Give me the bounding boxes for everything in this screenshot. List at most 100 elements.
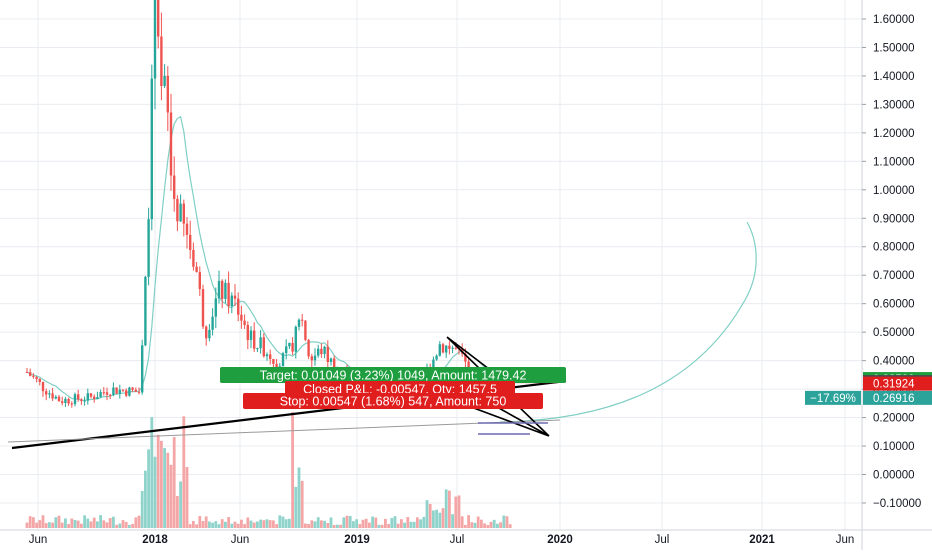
svg-text:0.31924: 0.31924	[873, 379, 915, 391]
x-tick-label: Jul	[450, 534, 465, 546]
volume-bar	[428, 503, 432, 528]
volume-bar	[54, 517, 58, 528]
price-axis-bg	[862, 0, 932, 530]
candle-body	[70, 403, 73, 405]
x-tick-label: Jun	[836, 534, 855, 546]
candlestick-series	[25, 0, 512, 408]
volume-bar	[89, 521, 93, 528]
candle-body	[237, 298, 240, 315]
candle-body	[134, 389, 137, 392]
volume-bar	[441, 508, 445, 528]
volume-bar	[345, 515, 349, 528]
volume-bar	[99, 515, 102, 528]
volume-bar	[313, 521, 317, 528]
candle-body	[464, 353, 467, 362]
volume-bar	[182, 416, 186, 528]
candle-body	[205, 326, 208, 339]
volume-bar	[425, 500, 429, 528]
volume-bar	[28, 516, 32, 528]
candle-body	[195, 266, 198, 273]
volume-bar	[256, 521, 259, 528]
volume-bar	[195, 524, 198, 528]
candle-body	[438, 344, 441, 356]
volume-bar	[416, 517, 419, 528]
volume-bar	[134, 517, 138, 528]
candle-body	[294, 326, 297, 352]
target-label[interactable]: Target: 0.01049 (3.23%) 1049, Amount: 14…	[220, 367, 566, 383]
percent-change-badge: −17.69%	[805, 390, 861, 405]
stop-label[interactable]: Stop: 0.00547 (1.68%) 547, Amount: 750	[243, 393, 543, 409]
volume-bar	[172, 437, 176, 528]
volume-bar	[25, 522, 29, 528]
candle-body	[109, 394, 112, 396]
x-tick-label: 2018	[142, 534, 168, 546]
candle-body	[201, 289, 205, 327]
volume-bar	[380, 524, 384, 528]
volume-bar	[496, 523, 499, 528]
y-tick-label: 0.20000	[873, 413, 915, 425]
volume-bar	[320, 520, 323, 528]
candle-body	[150, 78, 153, 220]
volume-bar	[508, 524, 512, 528]
volume-bar	[249, 520, 253, 528]
candle-body	[137, 391, 141, 393]
volume-bar	[499, 522, 502, 528]
candle-body	[307, 339, 310, 357]
volume-bar	[432, 510, 435, 528]
volume-bar	[502, 515, 506, 528]
volume-bar	[329, 517, 333, 528]
candle-body	[185, 223, 189, 235]
candle-body	[118, 389, 121, 394]
y-tick-label: 1.60000	[873, 14, 915, 26]
price-axis[interactable]: 1.60000 1.50000 1.40000 1.30000 1.20000 1.100…	[805, 0, 932, 550]
y-tick-label: 0.90000	[873, 213, 915, 225]
volume-bar	[163, 448, 166, 528]
candle-body	[166, 75, 169, 113]
candle-body	[48, 393, 51, 395]
volume-bar	[310, 520, 314, 528]
volume-bar	[505, 516, 509, 528]
y-tick-label: 0.80000	[873, 242, 915, 254]
projection-curve	[499, 221, 757, 423]
volume-bar	[422, 516, 426, 528]
candle-body	[233, 295, 237, 299]
candle-body	[323, 346, 326, 355]
volume-bar	[147, 449, 150, 528]
volume-bar	[336, 524, 339, 528]
position-tool[interactable]: Target: 0.01049 (3.23%) 1049, Amount: 14…	[220, 367, 566, 409]
volume-bar	[105, 522, 109, 528]
candle-body	[153, 0, 157, 79]
volume-bar	[288, 518, 291, 528]
price-badge: 0.31924	[863, 376, 932, 391]
volume-bar	[112, 516, 115, 528]
volume-bar	[227, 517, 230, 528]
y-tick-label: 1.00000	[873, 185, 915, 197]
volume-bar	[291, 412, 294, 528]
candle-body	[313, 355, 317, 361]
y-tick-label: 1.50000	[873, 42, 915, 54]
candle-body	[320, 348, 323, 355]
volume-bar	[396, 523, 400, 528]
candle-body	[262, 337, 265, 357]
time-axis[interactable]: Jun 2018 Jun 2019 Jul 2020 Jul 2021 Jun	[0, 529, 932, 546]
candle-body	[160, 36, 163, 87]
candle-body	[329, 358, 333, 362]
candle-body	[105, 392, 109, 395]
candle-body	[192, 249, 195, 267]
candle-body	[246, 324, 249, 340]
candle-body	[173, 175, 176, 199]
volume-bar	[204, 516, 208, 528]
candle-body	[441, 344, 445, 353]
x-tick-label: 2020	[547, 534, 573, 546]
volume-bar	[371, 516, 374, 528]
volume-bar	[156, 434, 160, 528]
volume-bar	[444, 489, 448, 528]
volume-bar	[390, 517, 394, 528]
volume-bar	[198, 515, 202, 528]
volume-bar	[358, 524, 362, 528]
volume-bar	[467, 515, 470, 528]
candle-body	[144, 276, 147, 346]
volume-bar	[214, 521, 218, 528]
